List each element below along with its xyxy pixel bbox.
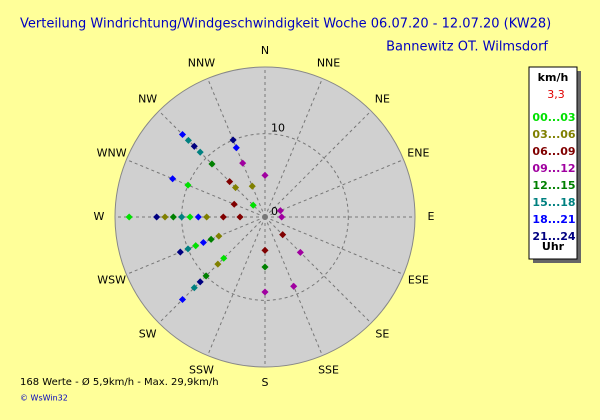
direction-line xyxy=(126,159,266,218)
wind-point xyxy=(203,213,211,221)
wind-point xyxy=(239,159,247,167)
r-tick-label: 10 xyxy=(271,122,285,135)
direction-label: WNW xyxy=(97,146,127,159)
wind-point xyxy=(169,175,177,183)
chart-title: Verteilung Windrichtung/Windgeschwindigk… xyxy=(20,17,551,32)
grid-ring xyxy=(264,216,266,218)
grid-ring xyxy=(181,133,349,301)
wind-point xyxy=(207,235,215,243)
direction-line xyxy=(158,216,266,324)
wind-point xyxy=(208,160,216,168)
wind-point xyxy=(202,272,210,280)
direction-label: SW xyxy=(139,327,157,340)
wind-point xyxy=(261,171,269,179)
chart-subtitle: Bannewitz OT. Wilmsdorf xyxy=(386,40,548,55)
wind-point xyxy=(196,148,204,156)
direction-line xyxy=(126,216,266,275)
legend-entry: 00...03 xyxy=(532,111,575,124)
direction-label: S xyxy=(262,376,269,389)
wind-point xyxy=(261,246,269,254)
wind-point xyxy=(161,213,169,221)
wind-point xyxy=(184,181,192,189)
direction-label: SE xyxy=(375,327,389,340)
wind-point xyxy=(153,213,161,221)
wind-point xyxy=(125,213,133,221)
wind-point xyxy=(178,213,186,221)
wind-point xyxy=(192,242,200,250)
direction-label: ENE xyxy=(407,146,429,159)
wind-point xyxy=(261,263,269,271)
direction-label: N xyxy=(261,44,269,57)
wind-point xyxy=(178,295,187,304)
calm-value: 3,3 xyxy=(547,88,565,101)
wind-point xyxy=(249,201,257,209)
legend-entry: 18...21 xyxy=(532,213,575,226)
wind-point xyxy=(190,284,198,292)
copyright: © WsWin32 xyxy=(20,394,68,403)
wind-point xyxy=(178,130,187,139)
direction-line xyxy=(264,78,323,218)
legend-title: km/h xyxy=(538,71,569,84)
wind-point xyxy=(176,248,184,256)
legend-box xyxy=(528,66,578,260)
direction-label: SSW xyxy=(189,363,214,376)
wind-point xyxy=(230,200,238,208)
wind-point xyxy=(184,245,192,253)
wind-point xyxy=(232,184,240,192)
legend-entry: 12...15 xyxy=(532,179,575,192)
wind-point xyxy=(169,213,177,221)
wind-point xyxy=(190,142,198,150)
direction-label: NW xyxy=(138,93,157,106)
wind-point xyxy=(184,136,192,144)
wind-point xyxy=(226,178,234,186)
legend-entry: 09...12 xyxy=(532,162,575,175)
wind-point xyxy=(279,231,287,239)
wind-point xyxy=(186,213,194,221)
wind-point xyxy=(196,278,204,286)
legend-entry: 21...24 xyxy=(532,230,575,243)
wind-point xyxy=(194,213,202,221)
wind-point xyxy=(229,136,237,144)
wind-point xyxy=(232,144,240,152)
direction-line xyxy=(264,110,372,218)
direction-line xyxy=(207,216,266,356)
legend-footer: Uhr xyxy=(542,240,565,253)
direction-label: NE xyxy=(375,93,390,106)
wind-point xyxy=(276,207,284,215)
wind-point xyxy=(219,213,227,221)
legend-entry: 06...09 xyxy=(532,145,575,158)
wind-point xyxy=(215,232,223,240)
wind-point xyxy=(278,213,286,221)
legend-entry: 15...18 xyxy=(532,196,575,209)
direction-line xyxy=(264,216,404,275)
direction-label: NNE xyxy=(317,57,340,70)
footer: 168 Werte - Ø 5,9km/h - Max. 29,9km/h xyxy=(20,376,219,388)
wind-point xyxy=(261,288,269,296)
direction-label: ESE xyxy=(408,274,429,287)
wind-point xyxy=(220,254,228,262)
wind-point xyxy=(199,238,207,247)
direction-label: E xyxy=(428,210,435,223)
wind-point xyxy=(248,182,256,190)
direction-label: NNW xyxy=(188,57,215,70)
direction-line xyxy=(264,159,404,218)
direction-label: SSE xyxy=(318,363,339,376)
legend-entry: 03...06 xyxy=(532,128,575,141)
wind-point xyxy=(290,282,298,290)
wind-point xyxy=(236,213,244,221)
direction-label: WSW xyxy=(97,274,126,287)
wind-point xyxy=(214,260,222,268)
direction-label: W xyxy=(94,210,105,223)
r-tick-label: 0 xyxy=(271,205,278,218)
